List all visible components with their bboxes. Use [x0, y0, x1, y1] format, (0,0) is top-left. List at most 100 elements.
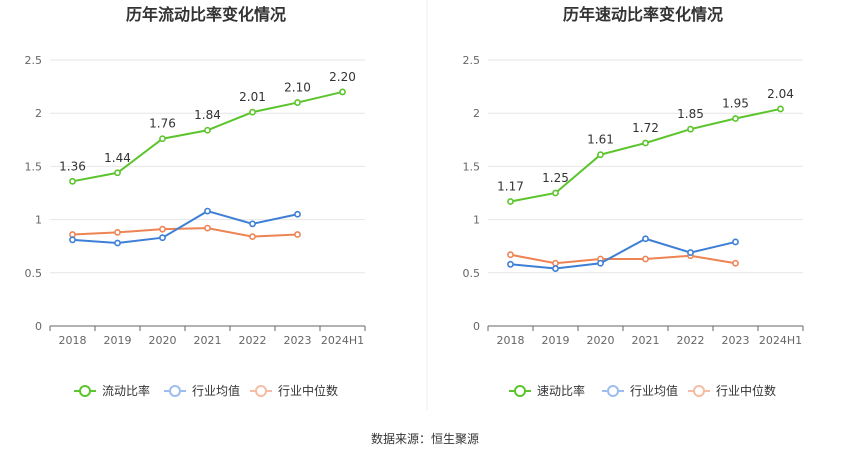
data-point[interactable] — [642, 139, 649, 147]
data-label: 1.25 — [542, 171, 569, 185]
data-label: 1.72 — [632, 121, 659, 135]
data-point[interactable] — [204, 207, 211, 215]
y-tick-label: 0.5 — [25, 267, 43, 280]
y-tick-label: 1 — [473, 214, 480, 227]
x-tick-label: 2022 — [239, 334, 267, 347]
data-point[interactable] — [732, 238, 739, 246]
data-source-note: 数据来源：恒生聚源 — [370, 432, 479, 446]
data-point[interactable] — [159, 225, 166, 233]
data-point[interactable] — [249, 220, 256, 228]
data-point[interactable] — [114, 169, 121, 177]
y-tick-label: 0 — [35, 320, 42, 333]
legend-marker-icon — [514, 385, 526, 397]
data-point[interactable] — [732, 115, 739, 122]
data-point[interactable] — [687, 125, 694, 133]
data-point[interactable] — [642, 255, 649, 263]
data-point[interactable] — [294, 210, 301, 218]
data-point[interactable] — [69, 236, 76, 244]
data-point[interactable] — [114, 239, 121, 247]
legend-item[interactable]: 流动比率 — [74, 383, 150, 398]
data-point[interactable] — [732, 259, 739, 267]
data-point[interactable] — [294, 231, 301, 238]
data-point[interactable] — [69, 231, 76, 238]
data-label: 1.44 — [104, 151, 131, 165]
data-label: 1.84 — [194, 108, 221, 122]
data-label: 2.04 — [767, 87, 794, 101]
data-point[interactable] — [597, 259, 604, 267]
data-point[interactable] — [507, 198, 514, 205]
x-tick-label: 2024H1 — [321, 334, 364, 347]
data-point[interactable] — [687, 249, 694, 256]
data-label: 1.36 — [59, 159, 86, 173]
data-label: 1.61 — [587, 133, 614, 147]
data-point[interactable] — [114, 228, 121, 236]
x-tick-label: 2021 — [194, 334, 222, 347]
x-tick-label: 2022 — [677, 334, 705, 347]
x-tick-label: 2023 — [284, 334, 312, 347]
x-tick-label: 2020 — [149, 334, 177, 347]
data-point[interactable] — [159, 135, 166, 143]
data-point[interactable] — [204, 126, 211, 134]
data-point[interactable] — [597, 151, 604, 159]
x-tick-label: 2021 — [632, 334, 660, 347]
data-label: 2.20 — [329, 70, 356, 84]
legend-item[interactable]: 速动比率 — [509, 383, 585, 398]
data-point[interactable] — [507, 251, 514, 259]
legend-item[interactable]: 行业中位数 — [688, 383, 776, 398]
legend-label: 行业均值 — [192, 383, 240, 398]
data-point[interactable] — [339, 88, 346, 96]
y-tick-label: 2.5 — [25, 54, 43, 67]
x-tick-label: 2019 — [542, 334, 570, 347]
legend-marker-icon — [607, 385, 619, 397]
data-label: 2.01 — [239, 90, 266, 104]
legend-marker-icon — [255, 385, 267, 397]
chart-title: 历年速动比率变化情况 — [563, 5, 723, 24]
data-label: 2.10 — [284, 81, 311, 95]
series-line — [510, 237, 736, 270]
legend-label: 速动比率 — [537, 383, 585, 398]
y-tick-label: 2.5 — [463, 54, 481, 67]
data-point[interactable] — [507, 260, 514, 268]
data-point[interactable] — [204, 224, 211, 232]
data-point[interactable] — [69, 177, 76, 185]
legend-label: 行业中位数 — [716, 383, 776, 398]
x-tick-label: 2020 — [587, 334, 615, 347]
data-point[interactable] — [552, 259, 559, 267]
legend-marker-icon — [169, 385, 181, 397]
x-tick-label: 2018 — [59, 334, 87, 347]
data-label: 1.17 — [497, 180, 524, 194]
data-point[interactable] — [249, 108, 256, 116]
x-tick-label: 2023 — [722, 334, 750, 347]
series-line — [72, 210, 298, 245]
y-tick-label: 0 — [473, 320, 480, 333]
data-point[interactable] — [159, 234, 166, 242]
legend-item[interactable]: 行业中位数 — [250, 383, 338, 398]
data-point[interactable] — [642, 235, 649, 243]
x-tick-label: 2018 — [497, 334, 525, 347]
y-tick-label: 2 — [35, 107, 42, 120]
legend-item[interactable]: 行业均值 — [164, 383, 240, 398]
chart-title: 历年流动比率变化情况 — [126, 5, 286, 24]
series-line — [72, 227, 298, 238]
data-label: 1.85 — [677, 107, 704, 121]
data-point[interactable] — [777, 105, 784, 113]
y-tick-label: 1.5 — [25, 160, 43, 173]
data-point[interactable] — [552, 189, 559, 197]
series-line — [510, 253, 736, 265]
data-point[interactable] — [249, 233, 256, 241]
y-tick-label: 2 — [473, 107, 480, 120]
legend-label: 流动比率 — [102, 383, 150, 398]
data-point[interactable] — [552, 265, 559, 272]
y-tick-label: 1 — [35, 214, 42, 227]
x-tick-label: 2019 — [104, 334, 132, 347]
x-tick-label: 2024H1 — [759, 334, 802, 347]
data-point[interactable] — [294, 99, 301, 106]
legend-item[interactable]: 行业均值 — [602, 383, 678, 398]
legend-label: 行业均值 — [630, 383, 678, 398]
y-tick-label: 1.5 — [463, 160, 481, 173]
y-tick-label: 0.5 — [463, 267, 481, 280]
legend-marker-icon — [79, 385, 91, 397]
chart-panel-1: 历年流动比率变化情况 0 0.5 1 1.5 2 2.5 2018 2019 2020 2021 20… — [25, 5, 366, 398]
data-label: 1.95 — [722, 97, 749, 111]
